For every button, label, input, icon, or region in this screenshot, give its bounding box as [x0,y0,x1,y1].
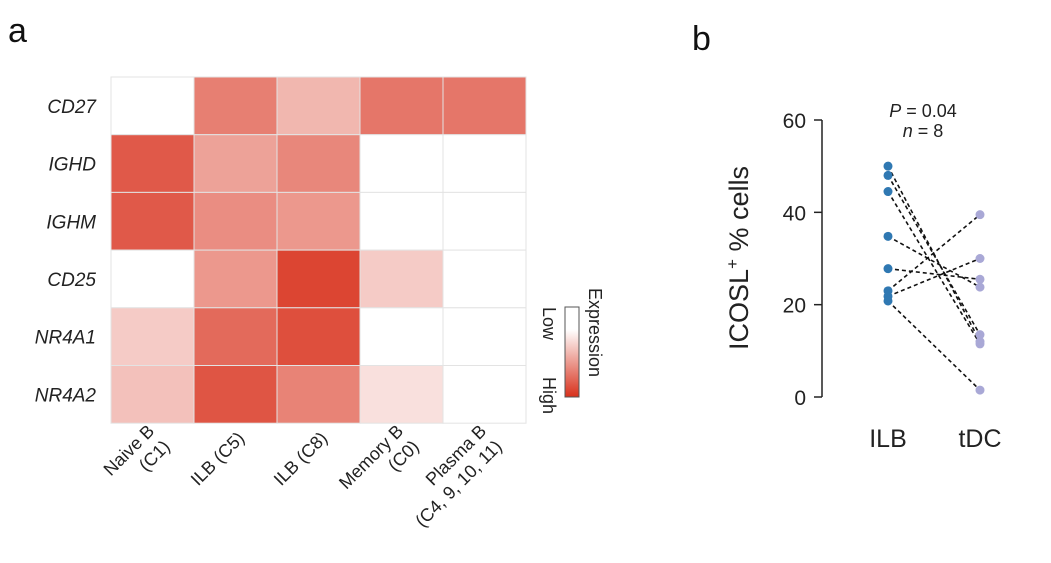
n-value: = 8 [913,121,944,141]
legend-title: Expression [585,288,605,377]
heatmap-cell-cd25-2 [276,249,361,309]
point-tdc-4 [975,274,985,284]
heatmap-cell-ighd-0 [110,134,195,193]
pair-line-4 [887,267,981,281]
point-tdc-2 [975,339,985,349]
heatmap-cell-nr4a1-4 [442,307,527,366]
point-tdc-1 [975,330,985,340]
point-tdc-5 [975,210,985,220]
heatmap-cell-nr4a1-2 [276,307,361,366]
pair-line-5 [887,214,981,292]
pair-line-2 [887,191,981,345]
column-label-0: Naive B(C1) [100,421,174,495]
x-category-ilb: ILB [869,425,907,453]
heatmap-cell-ighd-4 [442,134,527,193]
column-label-2: ILB (C8) [270,428,332,490]
row-label-cd25: CD25 [47,270,96,291]
heatmap-cell-nr4a2-3 [359,365,444,424]
heatmap-cell-cd27-3 [359,76,444,136]
heatmap-cell-ighm-3 [359,191,444,251]
heatmap-cell-ighd-3 [359,134,444,193]
heatmap-cell-nr4a1-0 [110,307,195,366]
panel-label-b: b [692,20,711,58]
row-label-nr4a1: NR4A1 [35,328,96,349]
heatmap-cell-cd27-2 [276,76,361,136]
heatmap-cell-nr4a1-1 [193,307,278,366]
y-axis-ticks: 0 20 40 60 [783,110,822,410]
heatmap-cell-nr4a2-1 [193,365,278,424]
y-tick-label-20: 20 [783,295,806,318]
n-symbol: n [903,121,913,141]
p-value: = 0.04 [901,101,957,121]
heatmap-cell-ighm-2 [276,191,361,251]
pair-line-1 [887,174,981,336]
point-ilb-7 [883,296,893,306]
column-label-4: Plasma B(C4, 9, 10, 11) [396,421,506,531]
point-tdc-7 [975,385,985,395]
row-label-cd27: CD27 [47,97,97,118]
heatmap-cell-cd27-4 [442,76,527,136]
legend-low-label: Low [539,307,559,341]
point-ilb-3 [883,231,893,241]
column-label-3: Memory B(C0) [335,421,423,509]
point-tdc-3 [975,282,985,292]
point-ilb-4 [883,264,893,274]
y-axis-label-sup: + [723,259,742,269]
heatmap-row-labels: CD27 IGHD IGHM CD25 NR4A1 NR4A2 [35,97,98,407]
heatmap-cell-nr4a2-0 [110,365,195,424]
paired-points [883,161,985,395]
y-tick-label-40: 40 [783,202,806,225]
heatmap-cell-cd25-0 [110,249,195,309]
row-label-ighm: IGHM [46,212,96,233]
paired-lines [887,165,981,391]
y-axis-label-main: ICOSL [724,269,754,350]
pair-line-6 [887,257,981,298]
heatmap-cell-cd25-3 [359,249,444,309]
p-symbol: P [889,101,901,121]
paired-plot-panel: 0 20 40 60 ILB tDC ICOSL+ % cells P = 0.04 n… [723,101,1002,453]
heatmap-cell-cd25-1 [193,249,278,309]
row-label-nr4a2: NR4A2 [35,385,97,406]
heatmap-cell-cd27-1 [193,76,278,136]
pair-line-0 [887,165,981,342]
point-ilb-1 [883,170,893,180]
heatmap-cell-cd27-0 [110,76,195,136]
heatmap-cell-ighm-0 [110,191,195,251]
n-annotation: n = 8 [903,121,944,141]
heatmap-cell-ighd-2 [276,134,361,193]
heatmap-cell-nr4a2-4 [442,365,527,424]
x-axis-categories: ILB tDC [869,425,1001,453]
heatmap-cells [110,76,527,424]
color-legend-bar [564,306,580,398]
heatmap-cell-ighd-1 [193,134,278,193]
point-ilb-0 [883,161,893,171]
legend-high-label: High [539,377,559,414]
row-label-ighd: IGHD [49,155,97,176]
y-tick-label-0: 0 [794,387,806,410]
point-tdc-6 [975,254,985,263]
heatmap-cell-cd25-4 [442,249,527,309]
heatmap-cell-nr4a1-3 [359,307,444,366]
heatmap-cell-nr4a2-2 [276,365,361,424]
x-category-tdc: tDC [958,425,1001,453]
color-legend: Low High Expression [539,288,605,414]
panel-label-a: a [8,12,27,50]
heatmap-cell-ighm-1 [193,191,278,251]
y-axis-label: ICOSL+ % cells [723,166,754,350]
heatmap-cell-ighm-4 [442,191,527,251]
point-ilb-2 [883,187,893,197]
pair-line-7 [887,300,981,391]
p-value-annotation: P = 0.04 [889,101,957,121]
pair-line-3 [887,235,981,288]
heatmap-column-labels: Naive B(C1) ILB (C5) ILB (C8) Memory B(C0)P… [100,421,506,531]
y-tick-label-60: 60 [783,110,806,133]
column-label-1: ILB (C5) [187,428,249,490]
y-axis-label-rest: % cells [724,166,754,259]
